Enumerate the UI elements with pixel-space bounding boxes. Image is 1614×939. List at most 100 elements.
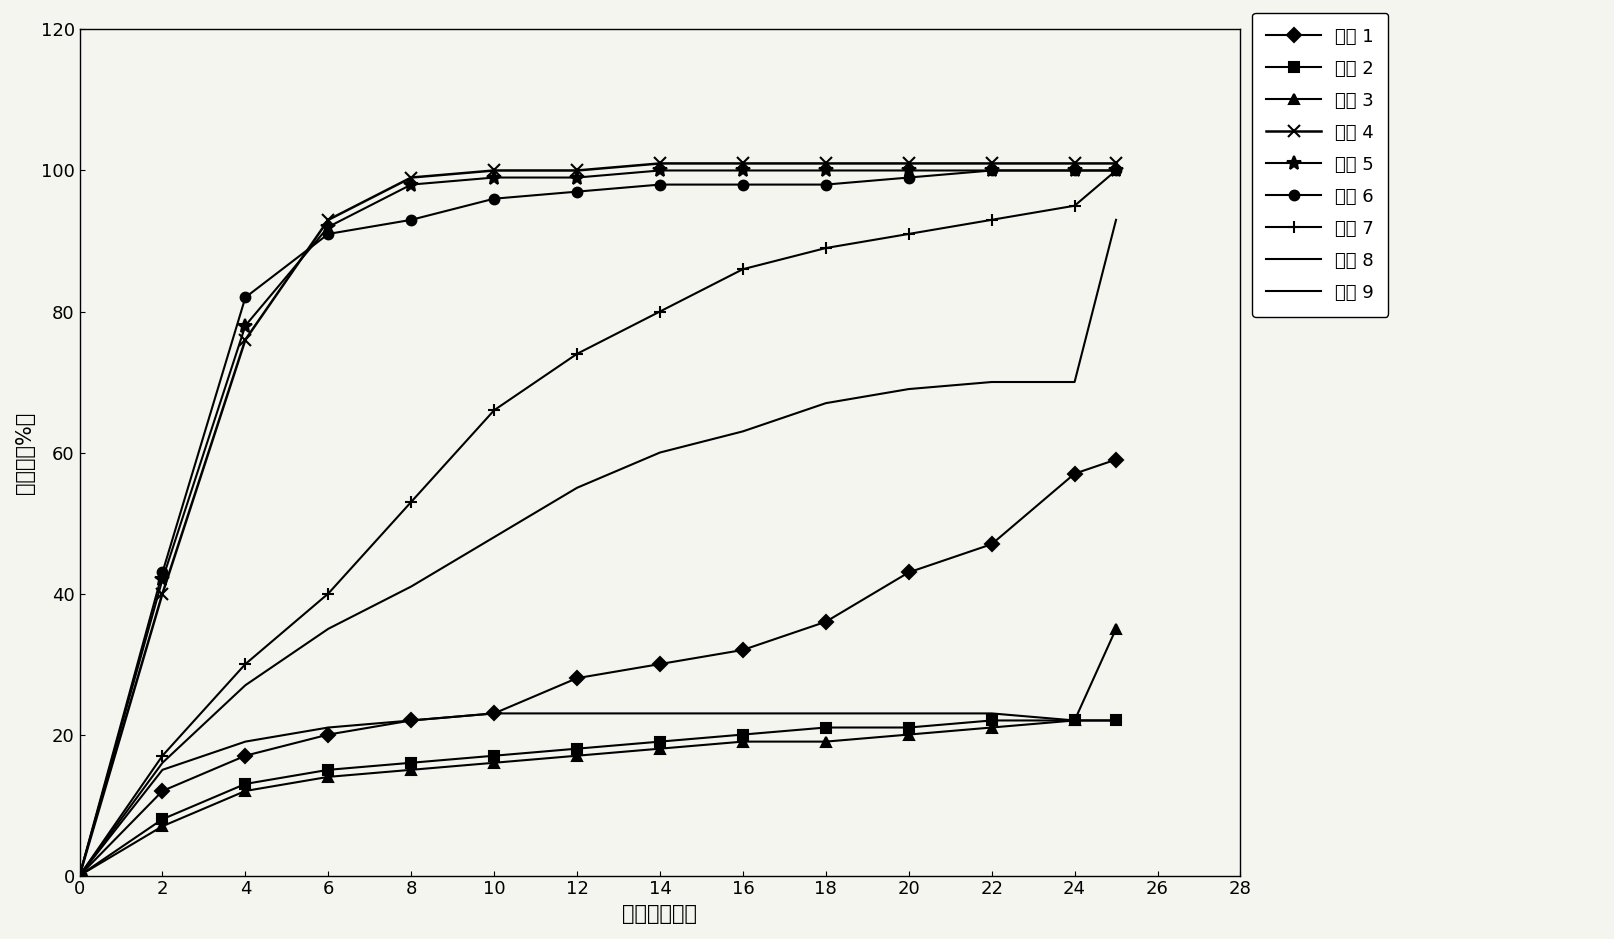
组方 7 <box>402 496 421 507</box>
组方 8 <box>1106 214 1125 225</box>
组方 6 <box>733 179 752 191</box>
组方 6 <box>236 292 255 303</box>
组方 5 <box>899 165 918 177</box>
组方 3 <box>568 750 587 762</box>
组方 8 <box>236 680 255 691</box>
组方 2 <box>568 743 587 754</box>
组方 4 <box>817 158 836 169</box>
组方 6 <box>402 214 421 225</box>
组方 8 <box>318 623 337 635</box>
组方 9 <box>402 715 421 726</box>
组方 9 <box>817 708 836 719</box>
组方 7 <box>899 228 918 239</box>
组方 6 <box>153 567 173 578</box>
组方 9 <box>484 708 504 719</box>
组方 3 <box>733 736 752 747</box>
Legend: 组方 1, 组方 2, 组方 3, 组方 4, 组方 5, 组方 6, 组方 7, 组方 8, 组方 9: 组方 1, 组方 2, 组方 3, 组方 4, 组方 5, 组方 6, 组方 7… <box>1252 12 1388 316</box>
组方 9 <box>1106 715 1125 726</box>
组方 5 <box>568 172 587 183</box>
组方 2 <box>1065 715 1085 726</box>
组方 2 <box>650 736 670 747</box>
组方 9 <box>899 708 918 719</box>
组方 6 <box>69 870 89 881</box>
组方 5 <box>318 222 337 233</box>
组方 6 <box>650 179 670 191</box>
组方 4 <box>981 158 1001 169</box>
组方 5 <box>1065 165 1085 177</box>
组方 3 <box>817 736 836 747</box>
组方 5 <box>236 320 255 331</box>
组方 5 <box>650 165 670 177</box>
组方 4 <box>1065 158 1085 169</box>
组方 1 <box>1106 454 1125 465</box>
Line: 组方 8: 组方 8 <box>79 220 1115 875</box>
组方 3 <box>236 785 255 796</box>
组方 4 <box>650 158 670 169</box>
组方 9 <box>1065 715 1085 726</box>
组方 9 <box>69 870 89 881</box>
组方 3 <box>402 764 421 776</box>
组方 8 <box>981 377 1001 388</box>
组方 3 <box>899 729 918 740</box>
组方 7 <box>817 242 836 254</box>
组方 7 <box>153 750 173 762</box>
组方 1 <box>484 708 504 719</box>
组方 8 <box>817 397 836 408</box>
组方 3 <box>484 757 504 768</box>
组方 1 <box>69 870 89 881</box>
组方 6 <box>484 193 504 205</box>
组方 5 <box>153 574 173 585</box>
组方 7 <box>484 405 504 416</box>
组方 3 <box>69 870 89 881</box>
组方 8 <box>484 531 504 543</box>
组方 9 <box>568 708 587 719</box>
组方 8 <box>568 482 587 493</box>
组方 3 <box>981 722 1001 733</box>
组方 6 <box>318 228 337 239</box>
组方 1 <box>733 644 752 655</box>
组方 1 <box>318 729 337 740</box>
组方 9 <box>733 708 752 719</box>
组方 1 <box>568 672 587 684</box>
Line: 组方 2: 组方 2 <box>74 716 1120 881</box>
Line: 组方 7: 组方 7 <box>73 164 1122 882</box>
组方 9 <box>318 722 337 733</box>
组方 4 <box>484 165 504 177</box>
组方 4 <box>69 870 89 881</box>
组方 6 <box>568 186 587 197</box>
Line: 组方 1: 组方 1 <box>74 454 1120 881</box>
组方 2 <box>153 813 173 824</box>
组方 2 <box>318 764 337 776</box>
组方 2 <box>981 715 1001 726</box>
组方 7 <box>1106 165 1125 177</box>
组方 4 <box>568 165 587 177</box>
组方 1 <box>981 539 1001 550</box>
组方 1 <box>236 750 255 762</box>
组方 6 <box>817 179 836 191</box>
组方 8 <box>153 757 173 768</box>
组方 3 <box>650 743 670 754</box>
组方 6 <box>1065 165 1085 177</box>
组方 7 <box>650 306 670 317</box>
组方 7 <box>318 588 337 599</box>
组方 4 <box>402 172 421 183</box>
组方 5 <box>484 172 504 183</box>
组方 7 <box>981 214 1001 225</box>
组方 7 <box>1065 200 1085 211</box>
组方 2 <box>402 757 421 768</box>
组方 6 <box>899 172 918 183</box>
组方 1 <box>817 616 836 627</box>
组方 9 <box>236 736 255 747</box>
组方 8 <box>402 581 421 593</box>
组方 2 <box>1106 715 1125 726</box>
组方 2 <box>899 722 918 733</box>
组方 4 <box>1106 158 1125 169</box>
组方 3 <box>1106 623 1125 635</box>
组方 1 <box>1065 468 1085 479</box>
组方 1 <box>402 715 421 726</box>
组方 5 <box>733 165 752 177</box>
组方 7 <box>733 264 752 275</box>
组方 7 <box>236 658 255 670</box>
组方 5 <box>981 165 1001 177</box>
Line: 组方 3: 组方 3 <box>74 623 1120 881</box>
